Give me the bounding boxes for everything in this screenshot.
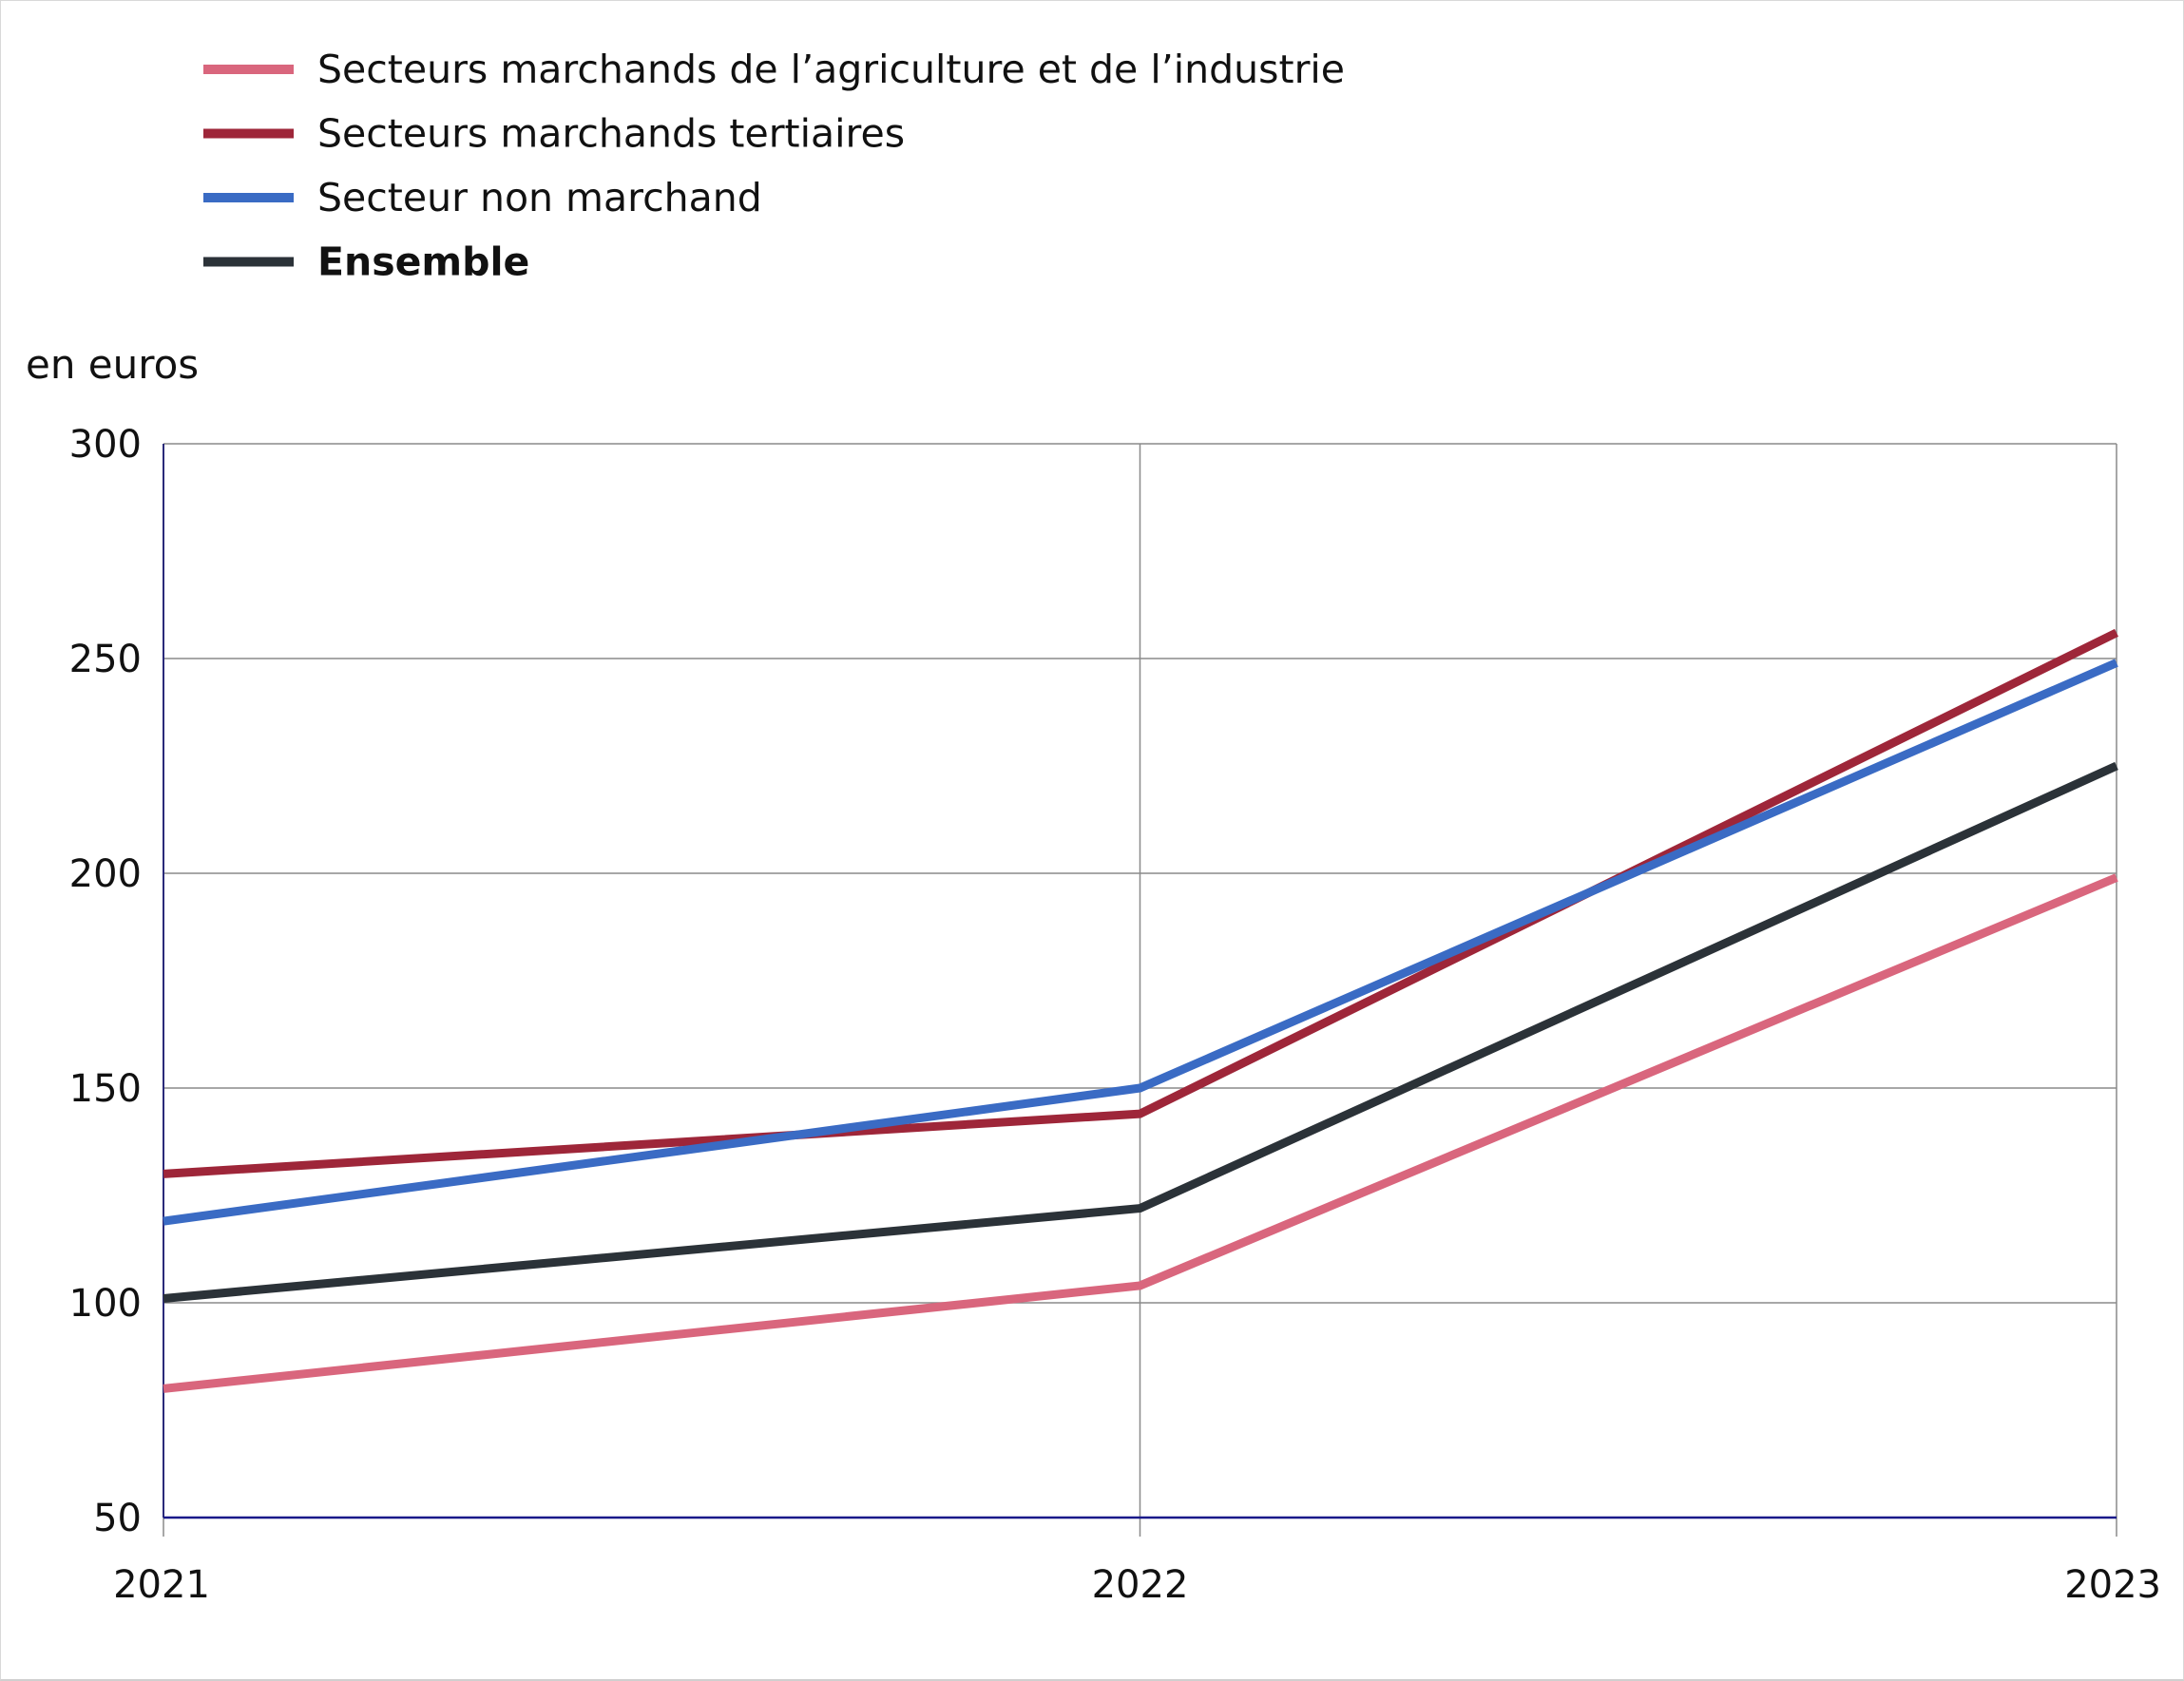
grid [163,443,2117,1537]
y-tick-label: 150 [69,1067,142,1111]
y-tick-label: 250 [69,638,142,681]
series-line [163,628,2118,1178]
tick-labels: 300 250 200 150 100 50 2021 2022 2023 [69,423,2161,1607]
y-tick-label: 200 [69,852,142,896]
legend-label: Ensemble [317,239,529,285]
legend-label: Secteurs marchands de l’agriculture et d… [317,47,1345,92]
legend-label: Secteur non marchand [317,175,762,220]
x-tick-label: 2022 [1092,1563,1189,1607]
x-tick-label: 2023 [2064,1563,2161,1607]
x-tick-label: 2021 [113,1563,210,1607]
y-tick-label: 100 [69,1282,142,1326]
legend-item: Secteurs marchands de l’agriculture et d… [203,47,1345,92]
legend-label: Secteurs marchands tertiaires [317,111,905,157]
series-line [163,659,2118,1226]
legend: Secteurs marchands de l’agriculture et d… [203,47,1345,285]
y-axis-unit-label: en euros [26,341,199,388]
legend-item: Ensemble [203,239,529,285]
y-tick-label: 50 [93,1497,142,1540]
legend-item: Secteurs marchands tertiaires [203,111,905,157]
legend-item: Secteur non marchand [203,175,762,220]
series-line [163,873,2118,1393]
series-lines [163,628,2118,1393]
axes [163,444,2117,1519]
series-line [163,761,2118,1303]
y-tick-label: 300 [69,423,142,467]
